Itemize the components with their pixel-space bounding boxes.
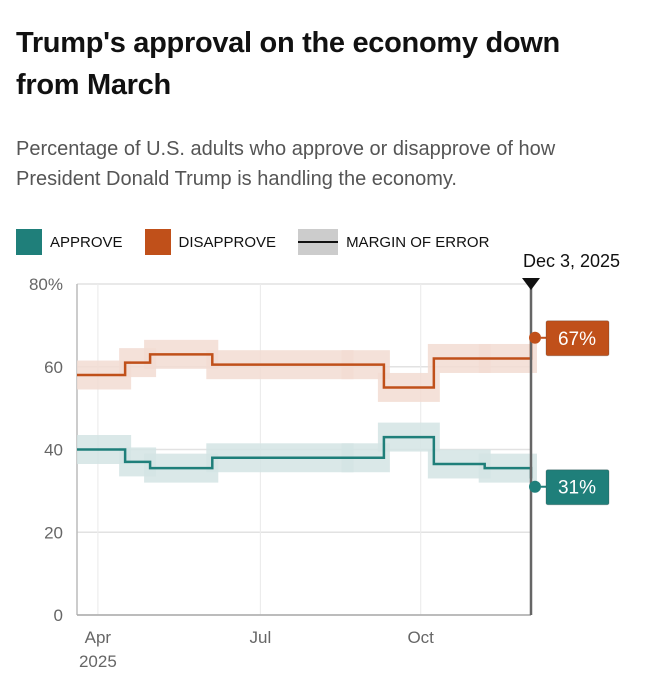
legend: APPROVE DISAPPROVE MARGIN OF ERROR [16, 229, 511, 255]
x-tick-label: Apr [85, 628, 112, 647]
step-line-approve [77, 435, 533, 479]
legend-swatch-margin-of-error [298, 229, 339, 255]
y-tick-label: 80% [29, 275, 63, 294]
end-value-label-approve: 31% [558, 478, 596, 499]
y-tick-label: 60 [44, 358, 63, 377]
date-marker-label: Dec 3, 2025 [523, 251, 620, 271]
legend-swatch-disapprove [144, 229, 171, 255]
legend-label-margin-of-error: MARGIN OF ERROR [346, 233, 490, 251]
legend-label-disapprove: DISAPPROVE [178, 233, 277, 251]
end-value-label-disapprove: 67% [558, 329, 596, 350]
end-dot-approve [529, 480, 541, 493]
y-tick-label: 20 [44, 523, 63, 542]
legend-item-approve: APPROVE [16, 229, 123, 255]
legend-swatch-approve [16, 229, 42, 255]
x-tick-label: Jul [250, 628, 272, 647]
y-tick-label: 40 [44, 441, 63, 460]
legend-label-approve: APPROVE [50, 233, 123, 251]
x-tick-sublabel: 2025 [79, 652, 117, 671]
chart-subtitle: Percentage of U.S. adults who approve or… [16, 138, 556, 190]
end-value-badge-disapprove [545, 320, 610, 357]
x-tick-label: Oct [407, 628, 434, 647]
date-marker-triangle [522, 278, 540, 290]
end-dot-disapprove [529, 331, 541, 344]
legend-item-margin-of-error: MARGIN OF ERROR [298, 229, 489, 255]
y-tick-label: 0 [54, 606, 63, 625]
legend-item-disapprove: DISAPPROVE [144, 229, 277, 255]
chart-title: Trump's approval on the economy down fro… [16, 27, 560, 101]
end-value-badge-approve [545, 469, 610, 506]
step-line-disapprove [77, 339, 533, 389]
